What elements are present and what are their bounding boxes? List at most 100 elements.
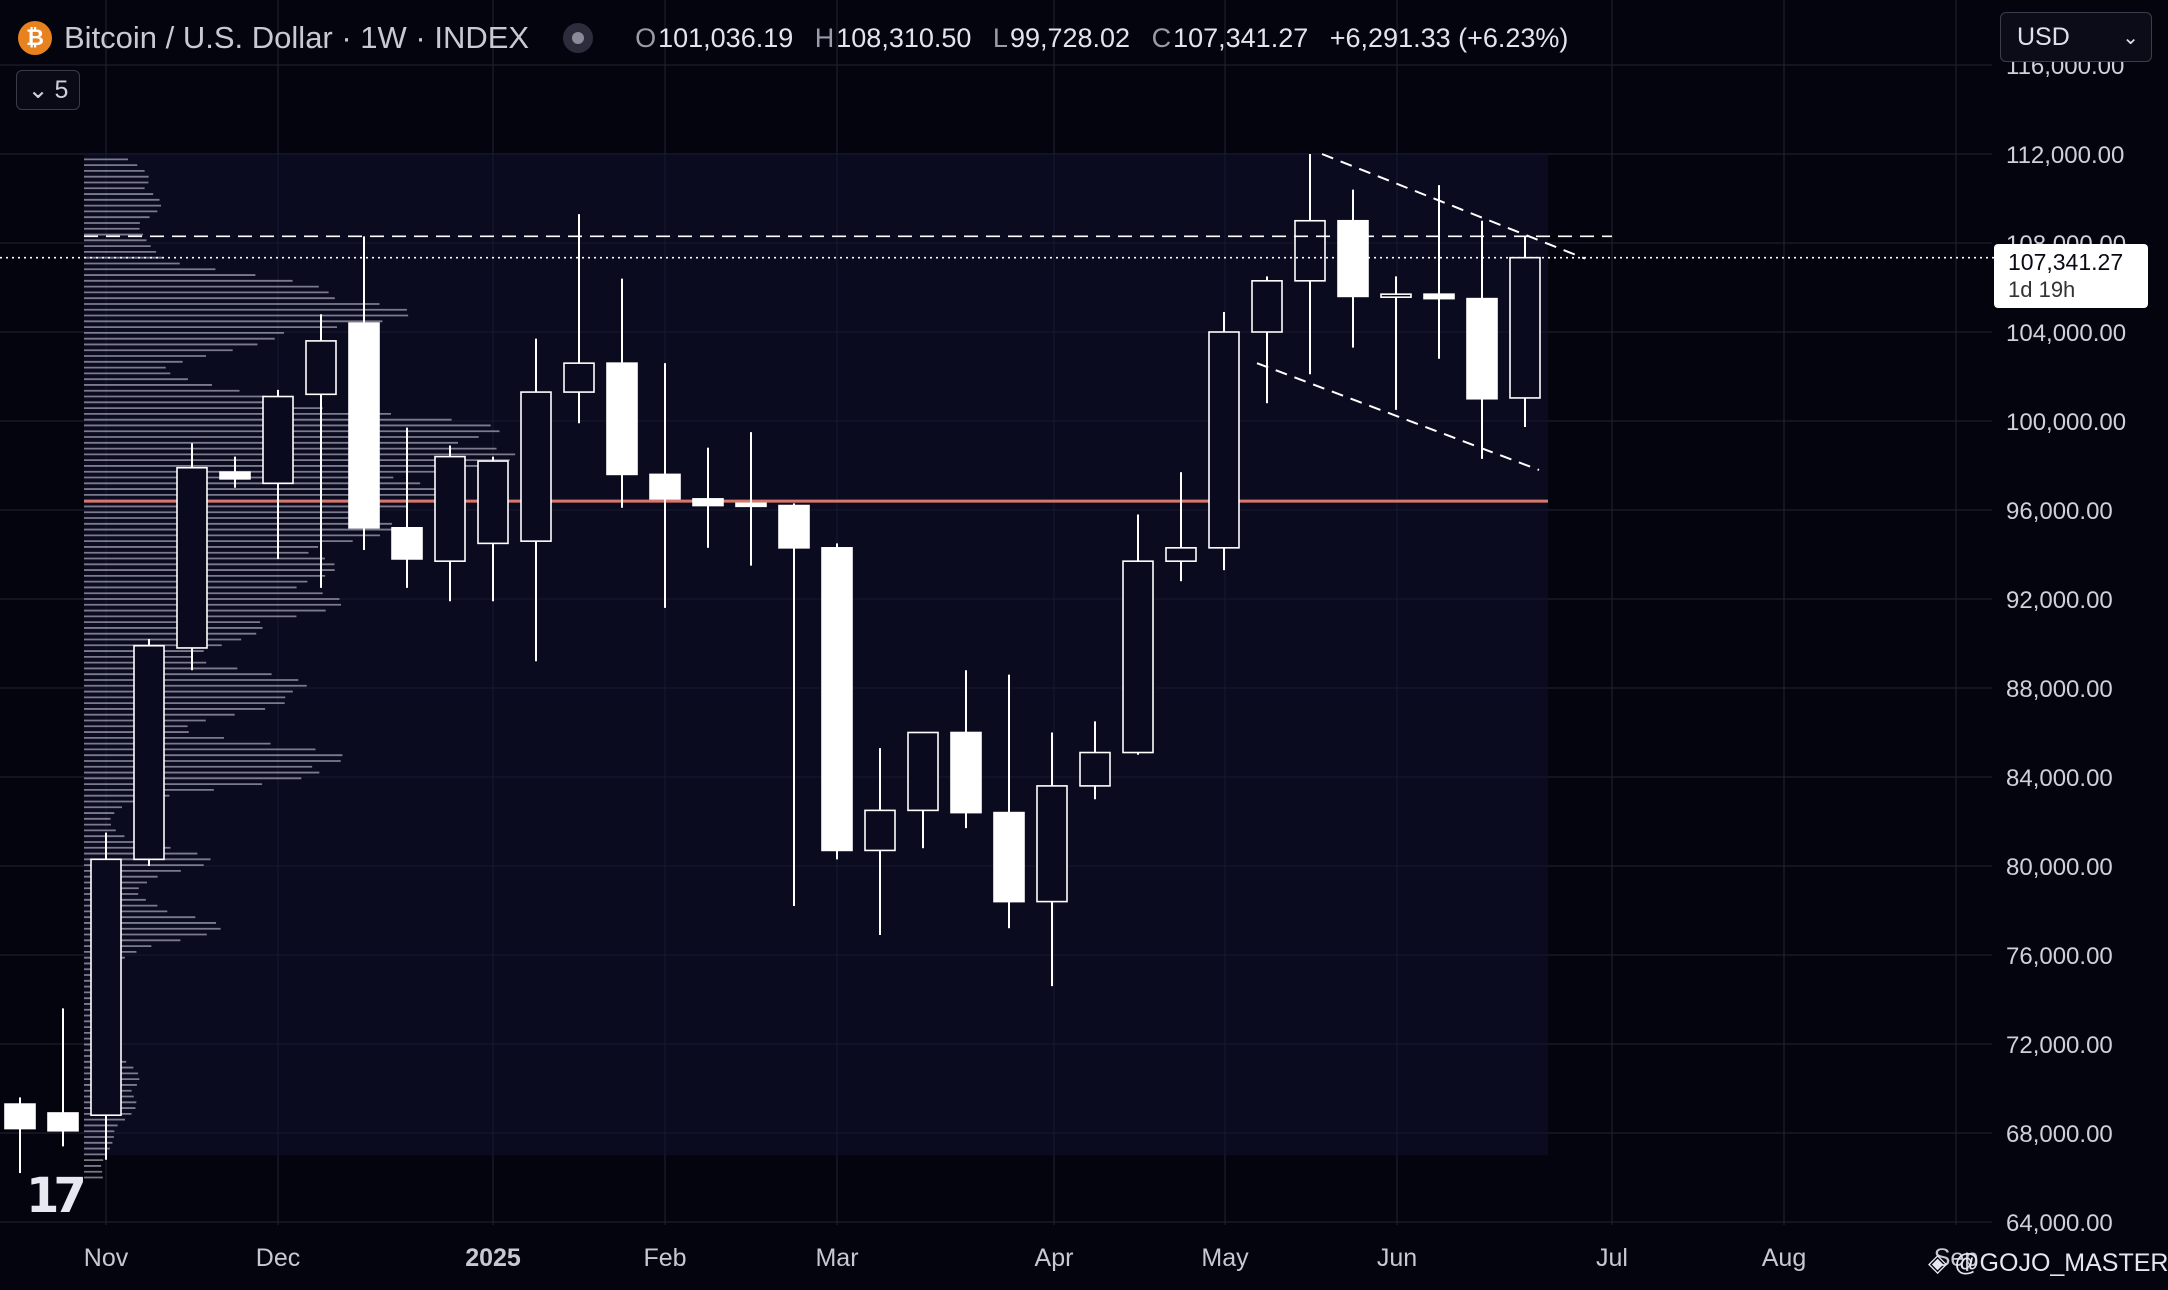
candle-body — [1079, 751, 1111, 787]
candle-body — [176, 466, 208, 649]
candle — [864, 748, 896, 935]
high-label: H — [814, 22, 835, 53]
candle — [1251, 276, 1283, 404]
y-tick-label: 80,000.00 — [2006, 854, 2113, 881]
candle-body — [692, 498, 724, 507]
low-value: 99,728.02 — [1009, 22, 1131, 53]
candle — [90, 832, 122, 1160]
currency-value: USD — [2017, 22, 2070, 51]
candle-body — [219, 471, 251, 480]
price-axis[interactable]: 64,000.00 68,000.00 72,000.00 76,000.00 80,0… — [1994, 0, 2168, 1290]
candle-body — [864, 809, 896, 852]
candlestick-series — [4, 154, 1541, 1174]
candle-body — [778, 504, 810, 549]
candle-body — [348, 322, 380, 529]
bitcoin-icon: ₿ — [18, 21, 52, 55]
symbol-title[interactable]: Bitcoin / U.S. Dollar · 1W · INDEX — [64, 20, 530, 55]
candle — [477, 456, 509, 602]
candle-body — [1294, 219, 1326, 282]
candle — [778, 503, 810, 907]
candle-body — [1122, 560, 1154, 754]
watermark-text: @GOJO_MASTER — [1954, 1249, 2168, 1277]
x-tick-label: Nov — [84, 1244, 129, 1272]
last-price-label: 107,341.27 1d 19h — [1994, 244, 2148, 308]
candle — [47, 1008, 79, 1147]
candle-body — [1337, 219, 1369, 298]
candle-body — [993, 811, 1025, 903]
candle-body — [649, 473, 681, 500]
high-value: 108,310.50 — [836, 22, 972, 53]
change-value: +6,291.33 (+6.23%) — [1329, 22, 1569, 53]
x-tick-label: Mar — [815, 1244, 858, 1272]
time-axis[interactable]: Nov Dec 2025 Feb Mar Apr May Jun Jul Aug Sep — [0, 1226, 1994, 1290]
candle-body — [950, 731, 982, 814]
candle — [1380, 276, 1412, 410]
x-tick-label: Jun — [1377, 1244, 1417, 1272]
candle — [692, 447, 724, 548]
market-status-icon[interactable] — [563, 23, 594, 53]
candle — [176, 443, 208, 671]
low-label: L — [992, 22, 1008, 53]
candle — [993, 674, 1025, 929]
candle — [305, 314, 337, 588]
candle-body — [606, 362, 638, 476]
candle-body — [520, 391, 552, 542]
x-tick-label: Apr — [1035, 1244, 1074, 1272]
candle-body — [477, 460, 509, 545]
candle — [348, 236, 380, 551]
candle — [1509, 236, 1541, 428]
candle-body — [735, 502, 767, 508]
indicators-count: 5 — [54, 75, 69, 104]
bar-countdown: 1d 19h — [2008, 277, 2076, 302]
time-axis-background — [0, 1226, 1994, 1290]
indicators-toggle-button[interactable]: ⌄ 5 — [16, 70, 80, 110]
candle-body — [133, 644, 165, 861]
y-tick-label: 72,000.00 — [2006, 1032, 2113, 1059]
y-tick-label: 96,000.00 — [2006, 498, 2113, 525]
x-tick-label: Feb — [643, 1244, 686, 1272]
candle — [520, 338, 552, 662]
candle-body — [1036, 785, 1068, 903]
candle — [1466, 220, 1498, 459]
candle — [821, 543, 853, 860]
candle-body — [434, 455, 466, 562]
candle — [1122, 514, 1154, 755]
currency-select[interactable]: USD ⌄ — [2000, 12, 2152, 62]
wedge-upper-trendline — [1321, 153, 1586, 260]
candle-body — [907, 731, 939, 812]
candle — [606, 278, 638, 508]
candle — [950, 670, 982, 829]
chevron-down-icon: ⌄ — [2122, 26, 2139, 49]
candle-body — [90, 858, 122, 1117]
tradingview-logo[interactable]: 17 — [26, 1168, 87, 1224]
y-tick-label: 100,000.00 — [2006, 409, 2126, 436]
candle — [1423, 185, 1455, 359]
y-tick-label: 84,000.00 — [2006, 765, 2113, 792]
candle — [1079, 721, 1111, 800]
candle-body — [391, 526, 423, 560]
x-tick-label: 2025 — [465, 1244, 521, 1272]
falling-wedge-trendlines — [84, 153, 1612, 471]
y-tick-label: 68,000.00 — [2006, 1121, 2113, 1148]
candle-body — [1509, 256, 1541, 399]
candle-body — [563, 362, 595, 393]
candle-body — [47, 1112, 79, 1132]
candle — [391, 427, 423, 588]
candle — [1036, 732, 1068, 987]
candle-body — [1423, 293, 1455, 300]
x-tick-label: Sep — [1934, 1244, 1978, 1272]
candle — [1208, 311, 1240, 571]
candle — [563, 214, 595, 424]
last-price-value: 107,341.27 — [2008, 249, 2124, 275]
candle-body — [1251, 280, 1283, 333]
symbol-header: ₿ Bitcoin / U.S. Dollar · 1W · INDEX O10… — [18, 14, 1568, 62]
y-tick-label: 64,000.00 — [2006, 1210, 2113, 1237]
candle-body — [1165, 547, 1197, 562]
candle — [4, 1097, 36, 1174]
y-tick-label: 88,000.00 — [2006, 676, 2113, 703]
price-axis-background — [1994, 0, 2168, 1290]
watermark: ◈ @GOJO_MASTER — [1928, 1249, 2168, 1277]
candle — [649, 363, 681, 608]
chevron-down-icon: ⌄ — [27, 76, 49, 104]
